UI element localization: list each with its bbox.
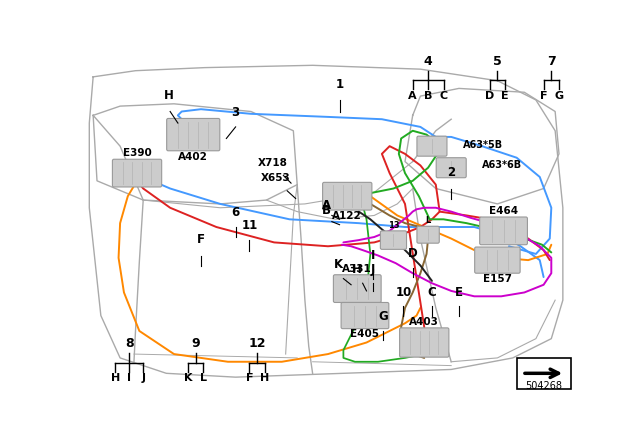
Text: C: C	[428, 286, 436, 299]
Text: A122: A122	[332, 211, 362, 221]
Text: E: E	[501, 91, 509, 101]
Text: E: E	[455, 286, 463, 299]
Text: A402: A402	[179, 151, 208, 162]
Text: H: H	[164, 89, 173, 102]
Text: 504268: 504268	[525, 381, 562, 391]
Text: 8: 8	[125, 337, 134, 350]
FancyBboxPatch shape	[341, 302, 389, 329]
Text: 13: 13	[388, 221, 399, 230]
Text: E157: E157	[483, 274, 512, 284]
Text: G: G	[379, 310, 388, 323]
Text: A63*5B: A63*5B	[463, 140, 503, 150]
Text: J: J	[141, 373, 145, 383]
FancyBboxPatch shape	[436, 158, 466, 178]
Text: B: B	[424, 91, 432, 101]
Text: F: F	[540, 91, 547, 101]
Text: F: F	[197, 233, 205, 246]
Text: 11: 11	[241, 220, 257, 233]
Text: I: I	[371, 249, 375, 262]
Text: K: K	[184, 373, 192, 383]
Text: H: H	[111, 373, 120, 383]
FancyBboxPatch shape	[417, 136, 447, 156]
Text: 10: 10	[396, 286, 412, 299]
FancyBboxPatch shape	[399, 328, 449, 357]
FancyBboxPatch shape	[113, 159, 162, 187]
Text: 7: 7	[547, 55, 556, 68]
Text: 4: 4	[424, 55, 433, 68]
Text: I: I	[127, 373, 131, 383]
FancyBboxPatch shape	[480, 217, 527, 245]
Text: E390: E390	[123, 148, 152, 159]
Text: L: L	[200, 373, 207, 383]
Text: A331: A331	[342, 264, 372, 274]
FancyBboxPatch shape	[380, 231, 406, 250]
FancyBboxPatch shape	[333, 275, 381, 302]
Text: G: G	[554, 91, 564, 101]
FancyBboxPatch shape	[475, 247, 520, 273]
FancyBboxPatch shape	[323, 182, 372, 210]
Text: X718: X718	[258, 158, 287, 168]
Text: K: K	[333, 258, 342, 271]
Bar	[516, 358, 570, 389]
Text: 2: 2	[447, 166, 455, 179]
Text: 3: 3	[232, 106, 239, 119]
Text: H: H	[353, 263, 362, 276]
Text: A403: A403	[410, 317, 439, 327]
Text: B: B	[322, 204, 331, 217]
Text: F: F	[246, 373, 253, 383]
Text: C: C	[440, 91, 447, 101]
Text: X653: X653	[260, 173, 291, 183]
Text: L: L	[426, 216, 431, 225]
Text: 9: 9	[191, 337, 200, 350]
Text: 12: 12	[248, 337, 266, 350]
Text: E405: E405	[351, 329, 380, 340]
Text: J: J	[371, 263, 375, 276]
Text: A63*6B: A63*6B	[482, 160, 522, 170]
FancyBboxPatch shape	[417, 226, 439, 243]
Text: 5: 5	[493, 55, 502, 68]
Text: H: H	[260, 373, 269, 383]
Text: A: A	[322, 198, 331, 211]
Text: D: D	[485, 91, 494, 101]
Text: E464: E464	[489, 206, 518, 216]
Text: 6: 6	[232, 207, 240, 220]
Text: A: A	[408, 91, 417, 101]
Text: D: D	[408, 247, 417, 260]
FancyBboxPatch shape	[166, 118, 220, 151]
Text: 1: 1	[335, 78, 344, 91]
